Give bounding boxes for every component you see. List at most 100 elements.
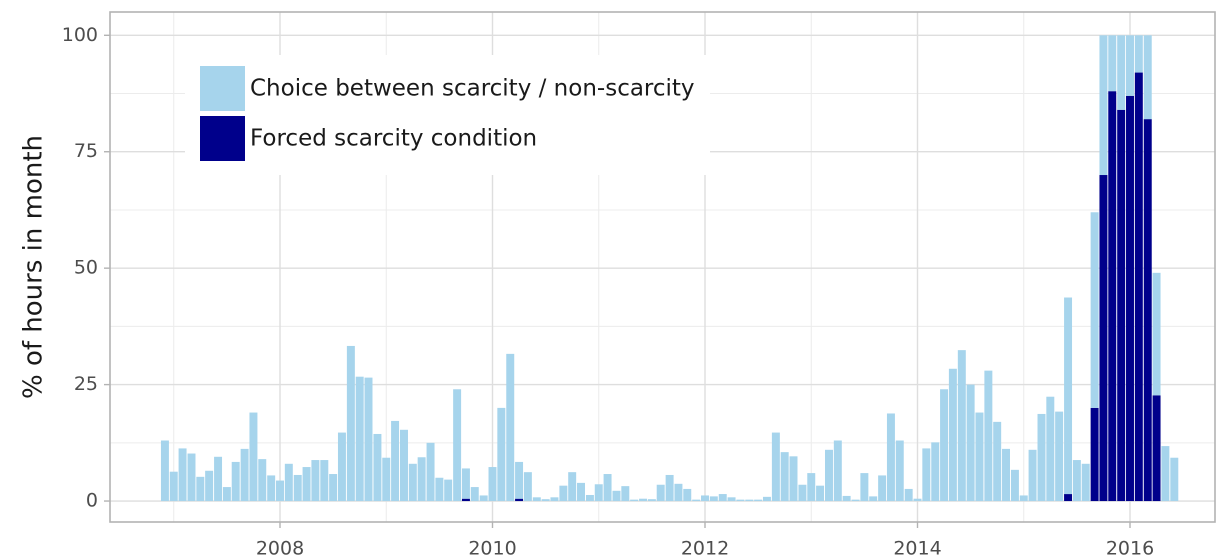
bar-segment [1064, 297, 1073, 495]
bar-segment [762, 496, 771, 502]
bar-segment [311, 460, 320, 502]
bar-segment [878, 475, 887, 502]
bar-segment [329, 474, 338, 502]
bar-segment [506, 353, 515, 502]
bar-segment [1037, 413, 1046, 502]
bar-segment [1090, 407, 1099, 502]
bar-segment [1028, 449, 1037, 502]
bar-segment [178, 448, 187, 502]
bar-segment [470, 487, 479, 502]
bar-segment [1046, 396, 1055, 502]
bar-segment [453, 389, 462, 502]
bar-segment [408, 463, 417, 502]
bar-segment [523, 472, 532, 502]
bar-segment [745, 499, 754, 502]
bar-segment [435, 477, 444, 502]
bar-segment [1010, 469, 1019, 502]
legend-background [185, 55, 710, 175]
bar-segment [1090, 212, 1099, 408]
bar-segment [1134, 35, 1143, 73]
bar-segment [718, 494, 727, 502]
bar-segment [869, 496, 878, 502]
legend-swatch [200, 66, 245, 111]
legend-label: Choice between scarcity / non-scarcity [250, 76, 695, 102]
bar-segment [320, 460, 329, 502]
bar-segment [701, 495, 709, 502]
bar-segment [886, 413, 895, 502]
legend-swatch [200, 116, 245, 161]
bar-segment [532, 497, 541, 502]
bar-segment [665, 474, 674, 502]
bar-segment [727, 497, 736, 502]
x-tick-label: 2008 [256, 538, 304, 558]
bar-segment [249, 412, 258, 502]
bar-segment [267, 475, 276, 502]
bar-segment [1143, 35, 1152, 120]
bar-segment [461, 498, 470, 502]
legend-label: Forced scarcity condition [250, 126, 537, 152]
bar-segment [382, 457, 391, 502]
bar-segment [196, 476, 205, 502]
bar-segment [1072, 460, 1081, 502]
bar-segment [1108, 91, 1117, 502]
bar-segment [807, 473, 816, 502]
bar-segment [1019, 495, 1028, 502]
bar-segment [426, 442, 435, 502]
bar-segment [1126, 35, 1134, 96]
x-tick-label: 2010 [468, 538, 516, 558]
y-tick-label: 75 [74, 140, 98, 162]
bar-segment [497, 407, 506, 502]
y-tick-label: 0 [86, 490, 98, 512]
bar-segment [1117, 35, 1126, 110]
y-tick-label: 25 [74, 373, 98, 395]
bar-segment [1152, 272, 1161, 396]
bar-segment [160, 440, 169, 502]
bar-segment [346, 345, 355, 502]
bar-segment [833, 440, 842, 502]
bar-segment [276, 480, 284, 502]
bar-segment [302, 467, 311, 502]
bar-segment [559, 485, 568, 502]
bar-segment [940, 389, 949, 502]
bar-segment [1170, 457, 1179, 502]
bar-segment [1002, 448, 1010, 502]
bar-segment [391, 420, 400, 502]
bar-segment [258, 459, 267, 502]
plot-border [109, 11, 1216, 523]
bar-segment [798, 484, 807, 502]
bar-segment [683, 488, 692, 502]
bar-segment [709, 496, 718, 502]
bar-segment [975, 412, 984, 502]
bar-segment [931, 442, 940, 502]
bar-segment [1081, 463, 1090, 502]
bar-segment [1055, 411, 1064, 502]
bar-segment [957, 350, 966, 502]
bar-segment [922, 448, 931, 502]
bar-segment [1152, 395, 1161, 502]
bar-segment [214, 456, 223, 502]
bar-segment [647, 499, 656, 502]
bar-segment [515, 461, 524, 499]
bar-segment [842, 495, 851, 502]
bar-segment [444, 479, 453, 502]
bar-segment [577, 482, 585, 502]
bar-segment [692, 499, 701, 502]
bar-segment [603, 474, 612, 502]
bar-segment [585, 494, 594, 502]
bar-segment [1117, 109, 1126, 502]
bar-segment [550, 497, 559, 502]
bar-segment [1099, 175, 1108, 502]
bar-segment [240, 448, 249, 502]
y-axis-title: % of hours in month [19, 135, 49, 399]
bar-segment [736, 499, 745, 502]
bar-segment [860, 473, 869, 502]
bar-segment [656, 484, 665, 502]
bar-segment [1099, 35, 1108, 176]
bar-segment [400, 429, 408, 502]
bar-segment [1064, 494, 1073, 502]
bar-segment [780, 452, 789, 502]
bar-segment [966, 384, 975, 502]
bar-segment [364, 377, 373, 502]
bar-segment [568, 472, 577, 502]
bar-segment [639, 498, 648, 502]
